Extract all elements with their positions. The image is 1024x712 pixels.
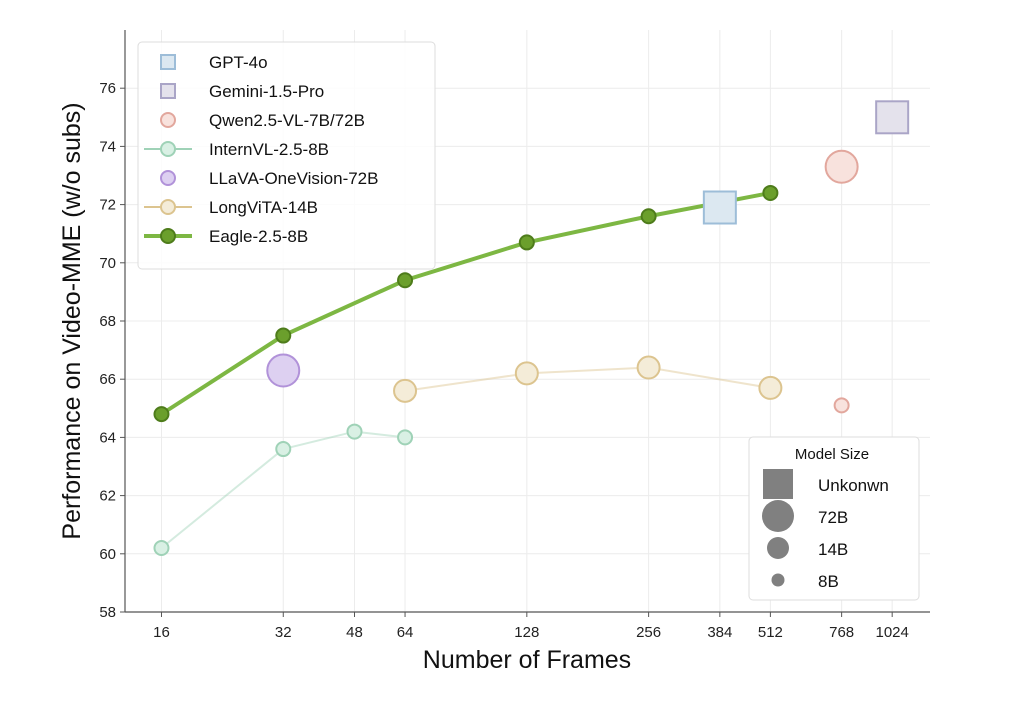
legend-box <box>137 41 436 270</box>
y-tick-label: 74 <box>99 138 116 155</box>
size-legend-label: 8B <box>818 572 839 591</box>
y-tick-label: 68 <box>99 313 116 330</box>
eagle-2-5-8b-point <box>518 234 535 251</box>
eagle-2-5-8b-point <box>153 406 170 423</box>
x-tick-label: 48 <box>346 624 363 641</box>
legend-label: Qwen2.5-VL-7B/72B <box>209 111 365 130</box>
y-tick-label: 70 <box>99 255 116 272</box>
qwen2-5-vl-7b-72b-point <box>824 149 859 184</box>
legend-marker <box>160 112 176 128</box>
longvita-14b-line <box>404 366 771 392</box>
size-legend-marker <box>767 537 789 559</box>
legend-label: LongViTA-14B <box>209 198 318 217</box>
legend-marker <box>160 54 176 70</box>
size-legend-title: Model Size <box>795 446 869 463</box>
legend-label: GPT-4o <box>209 53 268 72</box>
eagle-2-5-8b-point <box>275 327 292 344</box>
internvl-2-5-8b-point <box>153 539 170 556</box>
axes: 16 32 48 64 128 256 384 512 768 1024 58 60 62 64 66 68 7… <box>99 30 930 641</box>
legend-label: Gemini-1.5-Pro <box>209 82 324 101</box>
x-tick-label: 256 <box>636 624 661 641</box>
legend-marker <box>160 199 176 215</box>
gpt-4o-point <box>702 190 737 225</box>
longvita-14b-point <box>393 378 418 403</box>
x-axis-label: Number of Frames <box>423 646 631 674</box>
gemini-1-5-pro-point <box>875 100 910 135</box>
x-tick-label: 768 <box>829 624 854 641</box>
size-legend: Model Size Unkonwn 72B 14B 8B <box>748 436 920 601</box>
legend-marker <box>160 83 176 99</box>
y-tick-label: 72 <box>99 197 116 214</box>
y-tick-label: 64 <box>99 429 116 446</box>
longvita-14b-point <box>758 375 783 400</box>
internvl-2-5-8b-point <box>346 423 363 440</box>
eagle-2-5-8b-point <box>640 208 657 225</box>
size-legend-marker <box>762 500 794 532</box>
internvl-2-5-8b-line <box>160 430 406 549</box>
longvita-14b-point <box>514 361 539 386</box>
internvl-2-5-8b-point <box>397 429 414 446</box>
legend-marker <box>160 141 176 157</box>
x-tick-label: 32 <box>275 624 292 641</box>
legend: GPT-4o Gemini-1.5-Pro Qwen2.5-VL-7B/72B Int… <box>137 41 436 270</box>
y-axis-label: Performance on Video-MME (w/o subs) <box>58 102 86 539</box>
x-tick-label: 512 <box>758 624 783 641</box>
size-legend-marker <box>771 573 785 587</box>
eagle-2-5-8b-point <box>397 272 414 289</box>
legend-label: InternVL-2.5-8B <box>209 140 329 159</box>
plot-area <box>153 100 910 556</box>
internvl-2-5-8b-point <box>275 441 292 458</box>
x-tick-label: 64 <box>397 624 414 641</box>
x-tick-label: 128 <box>514 624 539 641</box>
legend-label: Eagle-2.5-8B <box>209 227 308 246</box>
eagle-2-5-8b-point <box>762 184 779 201</box>
x-tick-label: 384 <box>707 624 732 641</box>
y-tick-label: 58 <box>99 604 116 621</box>
y-tick-label: 62 <box>99 488 116 505</box>
x-tick-label: 1024 <box>875 624 908 641</box>
size-legend-label: 14B <box>818 540 848 559</box>
size-legend-marker <box>763 469 793 499</box>
longvita-14b-point <box>636 355 661 380</box>
eagle-2-5-8b-line <box>160 190 771 416</box>
llava-onevision-72b-point <box>266 353 301 388</box>
legend-marker <box>160 170 176 186</box>
size-legend-label: 72B <box>818 508 848 527</box>
legend-marker <box>160 228 176 244</box>
legend-label: LLaVA-OneVision-72B <box>209 169 378 188</box>
y-tick-label: 60 <box>99 546 116 563</box>
qwen2-5-vl-7b-72b-point <box>833 397 850 414</box>
size-legend-label: Unkonwn <box>818 476 889 495</box>
x-tick-label: 16 <box>153 624 170 641</box>
y-tick-label: 66 <box>99 371 116 388</box>
y-tick-label: 76 <box>99 80 116 97</box>
